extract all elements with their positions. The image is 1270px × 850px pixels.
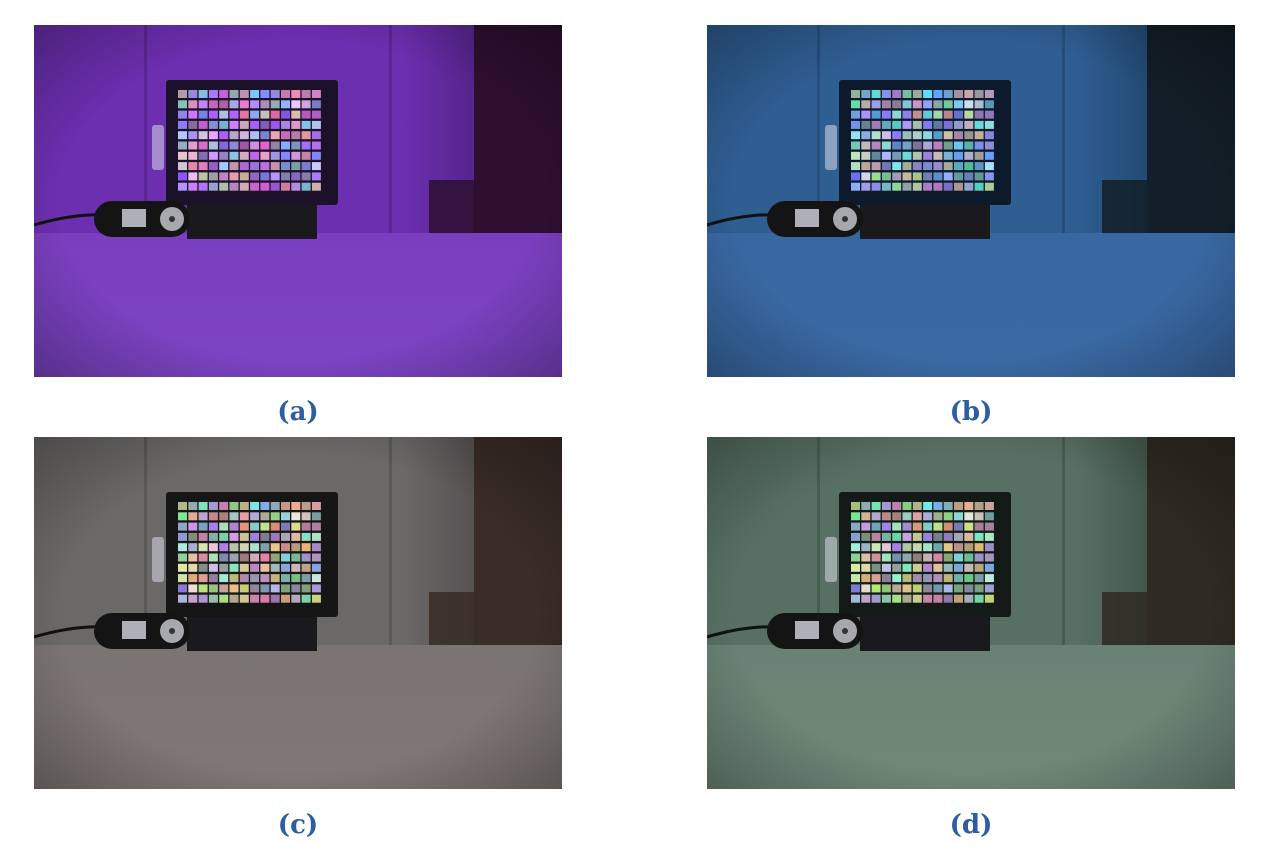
photo-scene — [707, 437, 1235, 789]
photo-scene — [34, 25, 562, 377]
caption-a: (a) — [277, 397, 319, 427]
photo-panel-b — [707, 25, 1235, 377]
caption-c: (c) — [277, 810, 319, 840]
photo-scene — [707, 25, 1235, 377]
photo-panel-d — [707, 437, 1235, 789]
caption-d: (d) — [949, 810, 993, 840]
photo-scene — [34, 437, 562, 789]
caption-b: (b) — [949, 397, 993, 427]
photo-panel-a — [34, 25, 562, 377]
photo-panel-c — [34, 437, 562, 789]
